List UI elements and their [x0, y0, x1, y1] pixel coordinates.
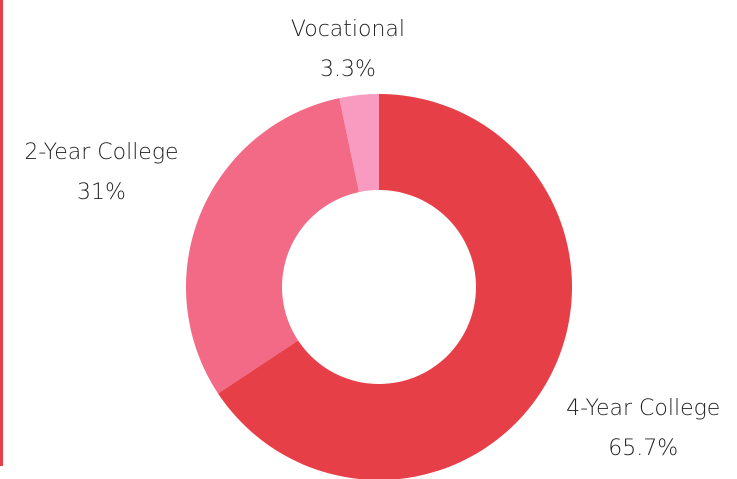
left-border — [0, 0, 3, 466]
slice-label: Vocational — [291, 17, 405, 42]
donut-slice — [185, 98, 360, 394]
donut-slice — [339, 94, 379, 193]
slice-value-label: 31% — [77, 180, 126, 205]
slice-label: 2-Year College — [24, 140, 178, 165]
slice-value-label: 65.7% — [608, 436, 678, 461]
donut-slice — [218, 94, 572, 479]
slice-value-label: 3.3% — [320, 57, 376, 82]
slice-label: 4-Year College — [566, 396, 720, 421]
